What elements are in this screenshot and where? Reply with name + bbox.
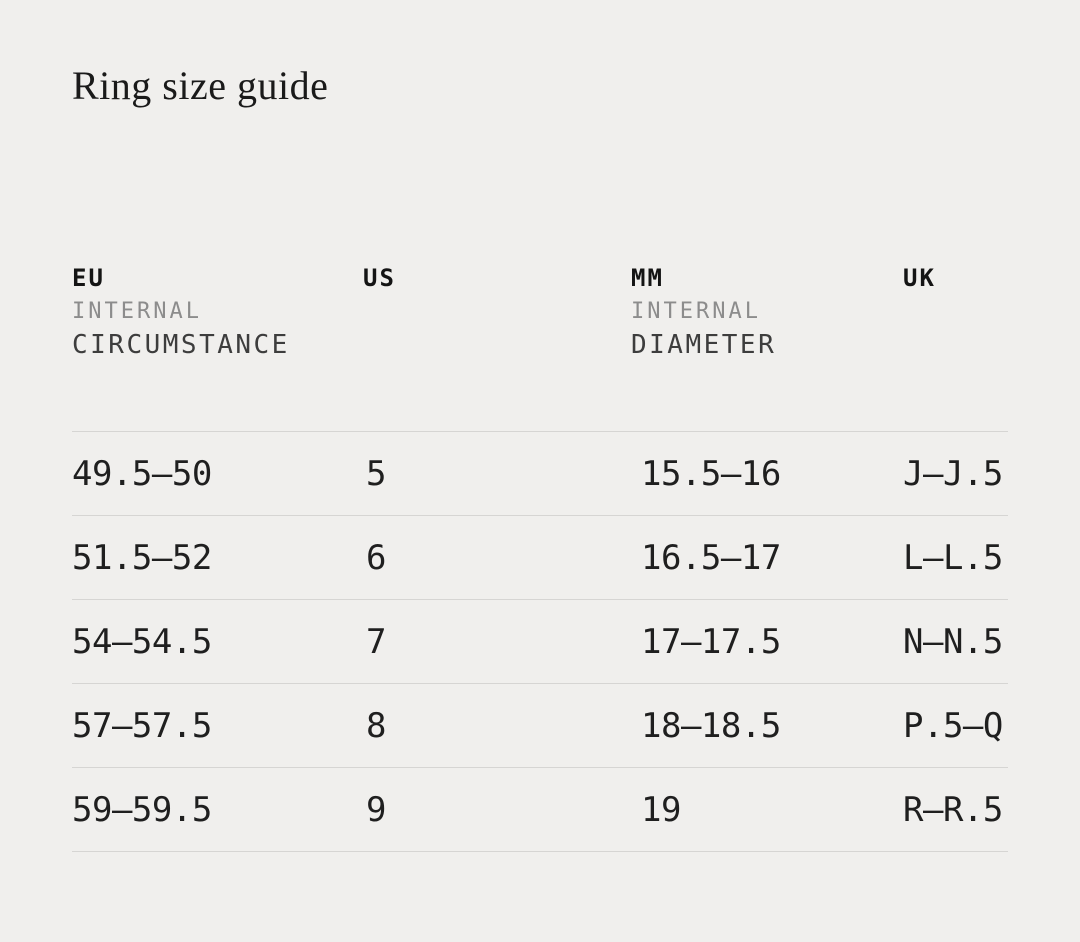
- table-cell-eu: 51.5—52: [72, 537, 212, 578]
- size-table-header: EU INTERNAL CIRCUMSTANCE US MM INTERNAL …: [72, 261, 1008, 363]
- column-code-mm: MM: [631, 264, 664, 292]
- table-row: 57—57.5 8 18—18.5 P.5—Q: [72, 683, 1008, 767]
- table-row: 49.5—50 5 15.5—16 J—J.5: [72, 431, 1008, 515]
- size-table-body: 49.5—50 5 15.5—16 J—J.5 51.5—52 6 16.5—17 L—L.5…: [72, 431, 1008, 852]
- table-cell-eu: 49.5—50: [72, 453, 212, 494]
- table-cell-us: 8: [366, 705, 386, 746]
- table-cell-mm: 19: [641, 789, 681, 830]
- column-code-uk: UK: [903, 264, 936, 292]
- table-cell-mm: 17—17.5: [641, 621, 781, 662]
- table-cell-us: 9: [366, 789, 386, 830]
- column-sub-eu-line1: INTERNAL: [72, 299, 202, 324]
- column-header-eu: EU INTERNAL CIRCUMSTANCE: [72, 261, 363, 363]
- table-cell-us: 7: [366, 621, 386, 662]
- table-row: 59—59.5 9 19 R—R.5: [72, 767, 1008, 851]
- table-cell-us: 5: [366, 453, 386, 494]
- table-cell-mm: 18—18.5: [641, 705, 781, 746]
- table-row: 54—54.5 7 17—17.5 N—N.5: [72, 599, 1008, 683]
- column-header-us: US: [363, 261, 631, 363]
- column-header-uk: UK: [903, 261, 1008, 363]
- column-sub-mm-line2: DIAMETER: [631, 330, 777, 360]
- table-cell-uk: P.5—Q: [903, 705, 1003, 746]
- table-cell-mm: 16.5—17: [641, 537, 781, 578]
- page-title: Ring size guide: [72, 63, 329, 108]
- column-header-mm: MM INTERNAL DIAMETER: [631, 261, 903, 363]
- table-cell-eu: 57—57.5: [72, 705, 212, 746]
- column-code-eu: EU: [72, 264, 105, 292]
- column-sub-eu-line2: CIRCUMSTANCE: [72, 330, 290, 360]
- table-cell-eu: 59—59.5: [72, 789, 212, 830]
- table-cell-uk: R—R.5: [903, 789, 1003, 830]
- table-cell-eu: 54—54.5: [72, 621, 212, 662]
- table-cell-uk: J—J.5: [903, 453, 1003, 494]
- table-cell-uk: N—N.5: [903, 621, 1003, 662]
- column-code-us: US: [363, 264, 396, 292]
- table-row: 51.5—52 6 16.5—17 L—L.5: [72, 515, 1008, 599]
- column-sub-mm-line1: INTERNAL: [631, 299, 761, 324]
- table-cell-uk: L—L.5: [903, 537, 1003, 578]
- table-cell-mm: 15.5—16: [641, 453, 781, 494]
- table-cell-us: 6: [366, 537, 386, 578]
